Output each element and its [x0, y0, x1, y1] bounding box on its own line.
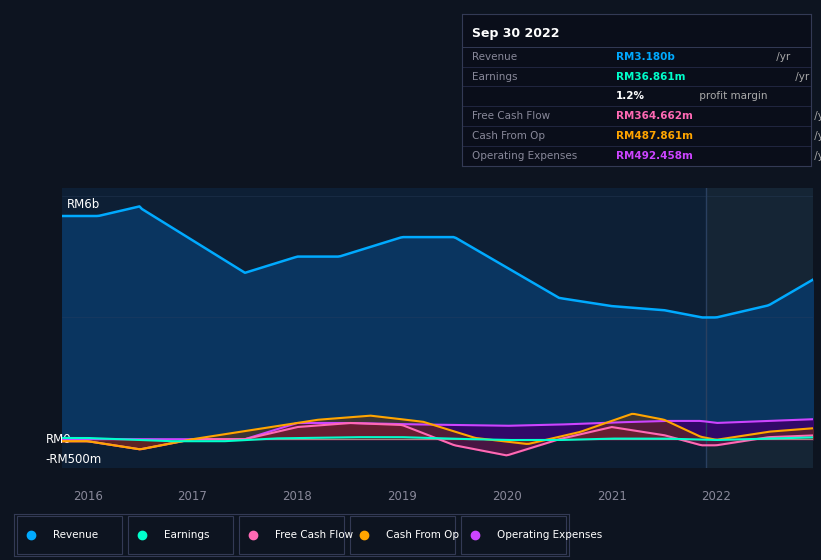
- Text: Free Cash Flow: Free Cash Flow: [275, 530, 353, 540]
- Text: /yr: /yr: [791, 72, 809, 82]
- Text: 2018: 2018: [282, 490, 312, 503]
- Text: /yr: /yr: [773, 52, 790, 62]
- Text: 2022: 2022: [701, 490, 732, 503]
- Text: Revenue: Revenue: [53, 530, 98, 540]
- Text: Revenue: Revenue: [472, 52, 517, 62]
- Text: -RM500m: -RM500m: [46, 453, 102, 466]
- Text: Free Cash Flow: Free Cash Flow: [472, 111, 551, 122]
- Text: Operating Expenses: Operating Expenses: [472, 151, 578, 161]
- Text: /yr: /yr: [811, 131, 821, 141]
- Text: /yr: /yr: [811, 111, 821, 122]
- Text: RM0: RM0: [46, 433, 71, 446]
- Text: 2019: 2019: [388, 490, 417, 503]
- Text: 1.2%: 1.2%: [616, 91, 644, 101]
- Text: 2017: 2017: [177, 490, 208, 503]
- Text: Operating Expenses: Operating Expenses: [497, 530, 602, 540]
- Text: 2021: 2021: [597, 490, 626, 503]
- Text: RM36.861m: RM36.861m: [616, 72, 685, 82]
- Text: /yr: /yr: [811, 151, 821, 161]
- Text: Cash From Op: Cash From Op: [472, 131, 545, 141]
- Bar: [706, 188, 813, 468]
- Text: profit margin: profit margin: [696, 91, 768, 101]
- Text: Cash From Op: Cash From Op: [386, 530, 459, 540]
- Text: RM3.180b: RM3.180b: [616, 52, 674, 62]
- Text: RM492.458m: RM492.458m: [616, 151, 692, 161]
- Text: Earnings: Earnings: [472, 72, 518, 82]
- Text: RM6b: RM6b: [67, 198, 100, 211]
- Text: 2020: 2020: [492, 490, 521, 503]
- Text: RM364.662m: RM364.662m: [616, 111, 692, 122]
- Text: Earnings: Earnings: [164, 530, 209, 540]
- Text: RM487.861m: RM487.861m: [616, 131, 693, 141]
- Text: Sep 30 2022: Sep 30 2022: [472, 26, 560, 40]
- Text: 2016: 2016: [73, 490, 103, 503]
